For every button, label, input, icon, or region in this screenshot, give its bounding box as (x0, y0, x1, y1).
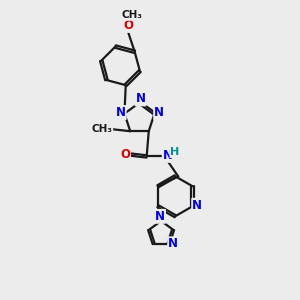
Text: CH₃: CH₃ (121, 10, 142, 20)
Text: N: N (192, 199, 202, 212)
Text: N: N (136, 92, 146, 105)
Text: N: N (168, 237, 178, 250)
Text: CH₃: CH₃ (91, 124, 112, 134)
Text: N: N (155, 210, 165, 223)
Text: N: N (116, 106, 126, 119)
Text: O: O (123, 19, 134, 32)
Text: N: N (154, 106, 164, 119)
Text: H: H (170, 147, 180, 157)
Text: N: N (163, 149, 173, 162)
Text: O: O (120, 148, 130, 161)
